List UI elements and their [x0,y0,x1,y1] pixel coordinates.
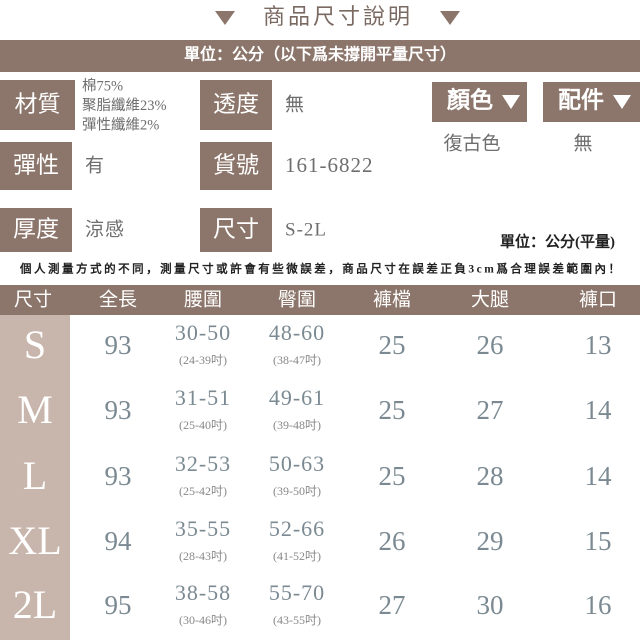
title-arrow [215,11,235,25]
option-arrow [502,95,520,109]
cell-value: 15 [585,526,612,556]
cell-value: 35-55 [175,516,231,541]
cell-value: 29 [477,526,504,556]
cell-value: 26 [477,330,504,360]
option-arrow [613,95,631,109]
cell-value: 50-63 [269,451,325,476]
cell-inch: (39-48吋) [273,418,321,432]
unit: 單位：公分(平量) [500,232,615,250]
cell-value: 27 [477,395,504,425]
cell-value: 25 [379,330,406,360]
cell-value: 25 [379,461,406,491]
title: 商品尺寸說明 [263,4,413,29]
spec-label-box [0,142,72,190]
size-column [0,315,70,640]
cell-value: 95 [105,590,132,620]
option-value: 復古色 [443,132,500,154]
spec-value: 有 [85,154,105,176]
spec-label-box [200,208,272,252]
spec-label-box [200,142,272,190]
spec-value: 棉75% [82,77,123,94]
cell-value: 49-61 [269,385,325,410]
cell-value: 14 [585,395,613,425]
cell-value: 48-60 [269,320,325,345]
spec-label: 貨號 [213,152,259,177]
spec-label-box [0,80,75,130]
cell-value: 93 [105,330,132,360]
spec-label: 尺寸 [213,216,259,241]
cell-value: 30 [477,590,504,620]
cell-value: 31-51 [175,385,231,410]
cell-value: 32-53 [175,451,231,476]
cell-value: 93 [105,395,132,425]
cell-value: 93 [105,461,132,491]
column-header: 臀圍 [278,289,316,310]
cell-value: 30-50 [175,320,231,345]
note: 個人測量方式的不同，測量尺寸或許會有些微誤差，商品尺寸在誤差正負3cm爲合理誤差… [19,262,620,276]
spec-label-box [0,208,72,252]
cell-inch: (25-42吋) [179,484,227,498]
cell-inch: (30-46吋) [179,613,227,627]
cell-inch: (28-43吋) [179,549,227,563]
cell-value: 55-70 [269,580,325,605]
spec-value: 161-6822 [285,153,374,177]
cell-value: 27 [379,590,406,620]
title-arrow [440,11,460,25]
cell-value: 26 [379,526,406,556]
spec-label: 彈性 [13,152,59,177]
cell-value: 28 [477,461,504,491]
cell-inch: (41-52吋) [273,549,321,563]
cell-inch: (38-47吋) [273,353,321,367]
option-label: 配件 [558,87,604,112]
table: 尺寸 全長 腰圍 臀圍 褲檔 大腿 褲口 S 93 25 26 13 30-50 (24-39吋) 48-6… [8,288,617,627]
size-label: L [23,453,47,498]
column-header: 褲檔 [373,288,411,310]
spec-label-box [200,80,272,130]
option-label: 顏色 [447,86,493,112]
table-header [0,285,640,315]
cell-value: 94 [105,526,133,556]
spec-value: S-2L [285,219,327,240]
column-header: 尺寸 [14,288,52,310]
cell-value: 25 [379,395,406,425]
spec-label: 透度 [213,91,259,116]
cell-inch: (25-40吋) [179,418,227,432]
size-label: M [17,387,53,432]
size-label: XL [8,518,61,563]
cell-inch: (24-39吋) [179,353,227,367]
size-label: 2L [13,582,57,627]
cell-inch: (39-50吋) [273,484,321,498]
column-header: 大腿 [471,288,509,310]
spec-value: 涼感 [85,218,125,240]
specs: 材質棉75%聚脂纖維23%彈性纖維2%透度 無彈性有貨號 161-6822厚度 涼感尺… [0,77,640,252]
spec-value: 無 [285,93,305,115]
column-header: 腰圍 [184,289,222,310]
cell-inch: (43-55吋) [273,613,321,627]
cell-value: 16 [585,590,612,620]
column-header: 全長 [99,288,137,310]
unit-bar [0,40,640,72]
cell-value: 52-66 [269,516,325,541]
option-value: 無 [573,132,592,154]
unit-note: 單位：公分（以下爲未撐開平量尺寸） [184,45,456,64]
size-label: S [24,322,46,367]
cell-value: 38-58 [175,580,231,605]
spec-label: 材質 [15,91,61,116]
spec-value: 聚脂纖維23% [82,97,167,114]
cell-value: 14 [585,461,613,491]
spec-label: 厚度 [13,216,59,241]
cell-value: 13 [585,330,612,360]
column-header: 褲口 [579,288,617,310]
spec-value: 彈性纖維2% [82,116,159,133]
